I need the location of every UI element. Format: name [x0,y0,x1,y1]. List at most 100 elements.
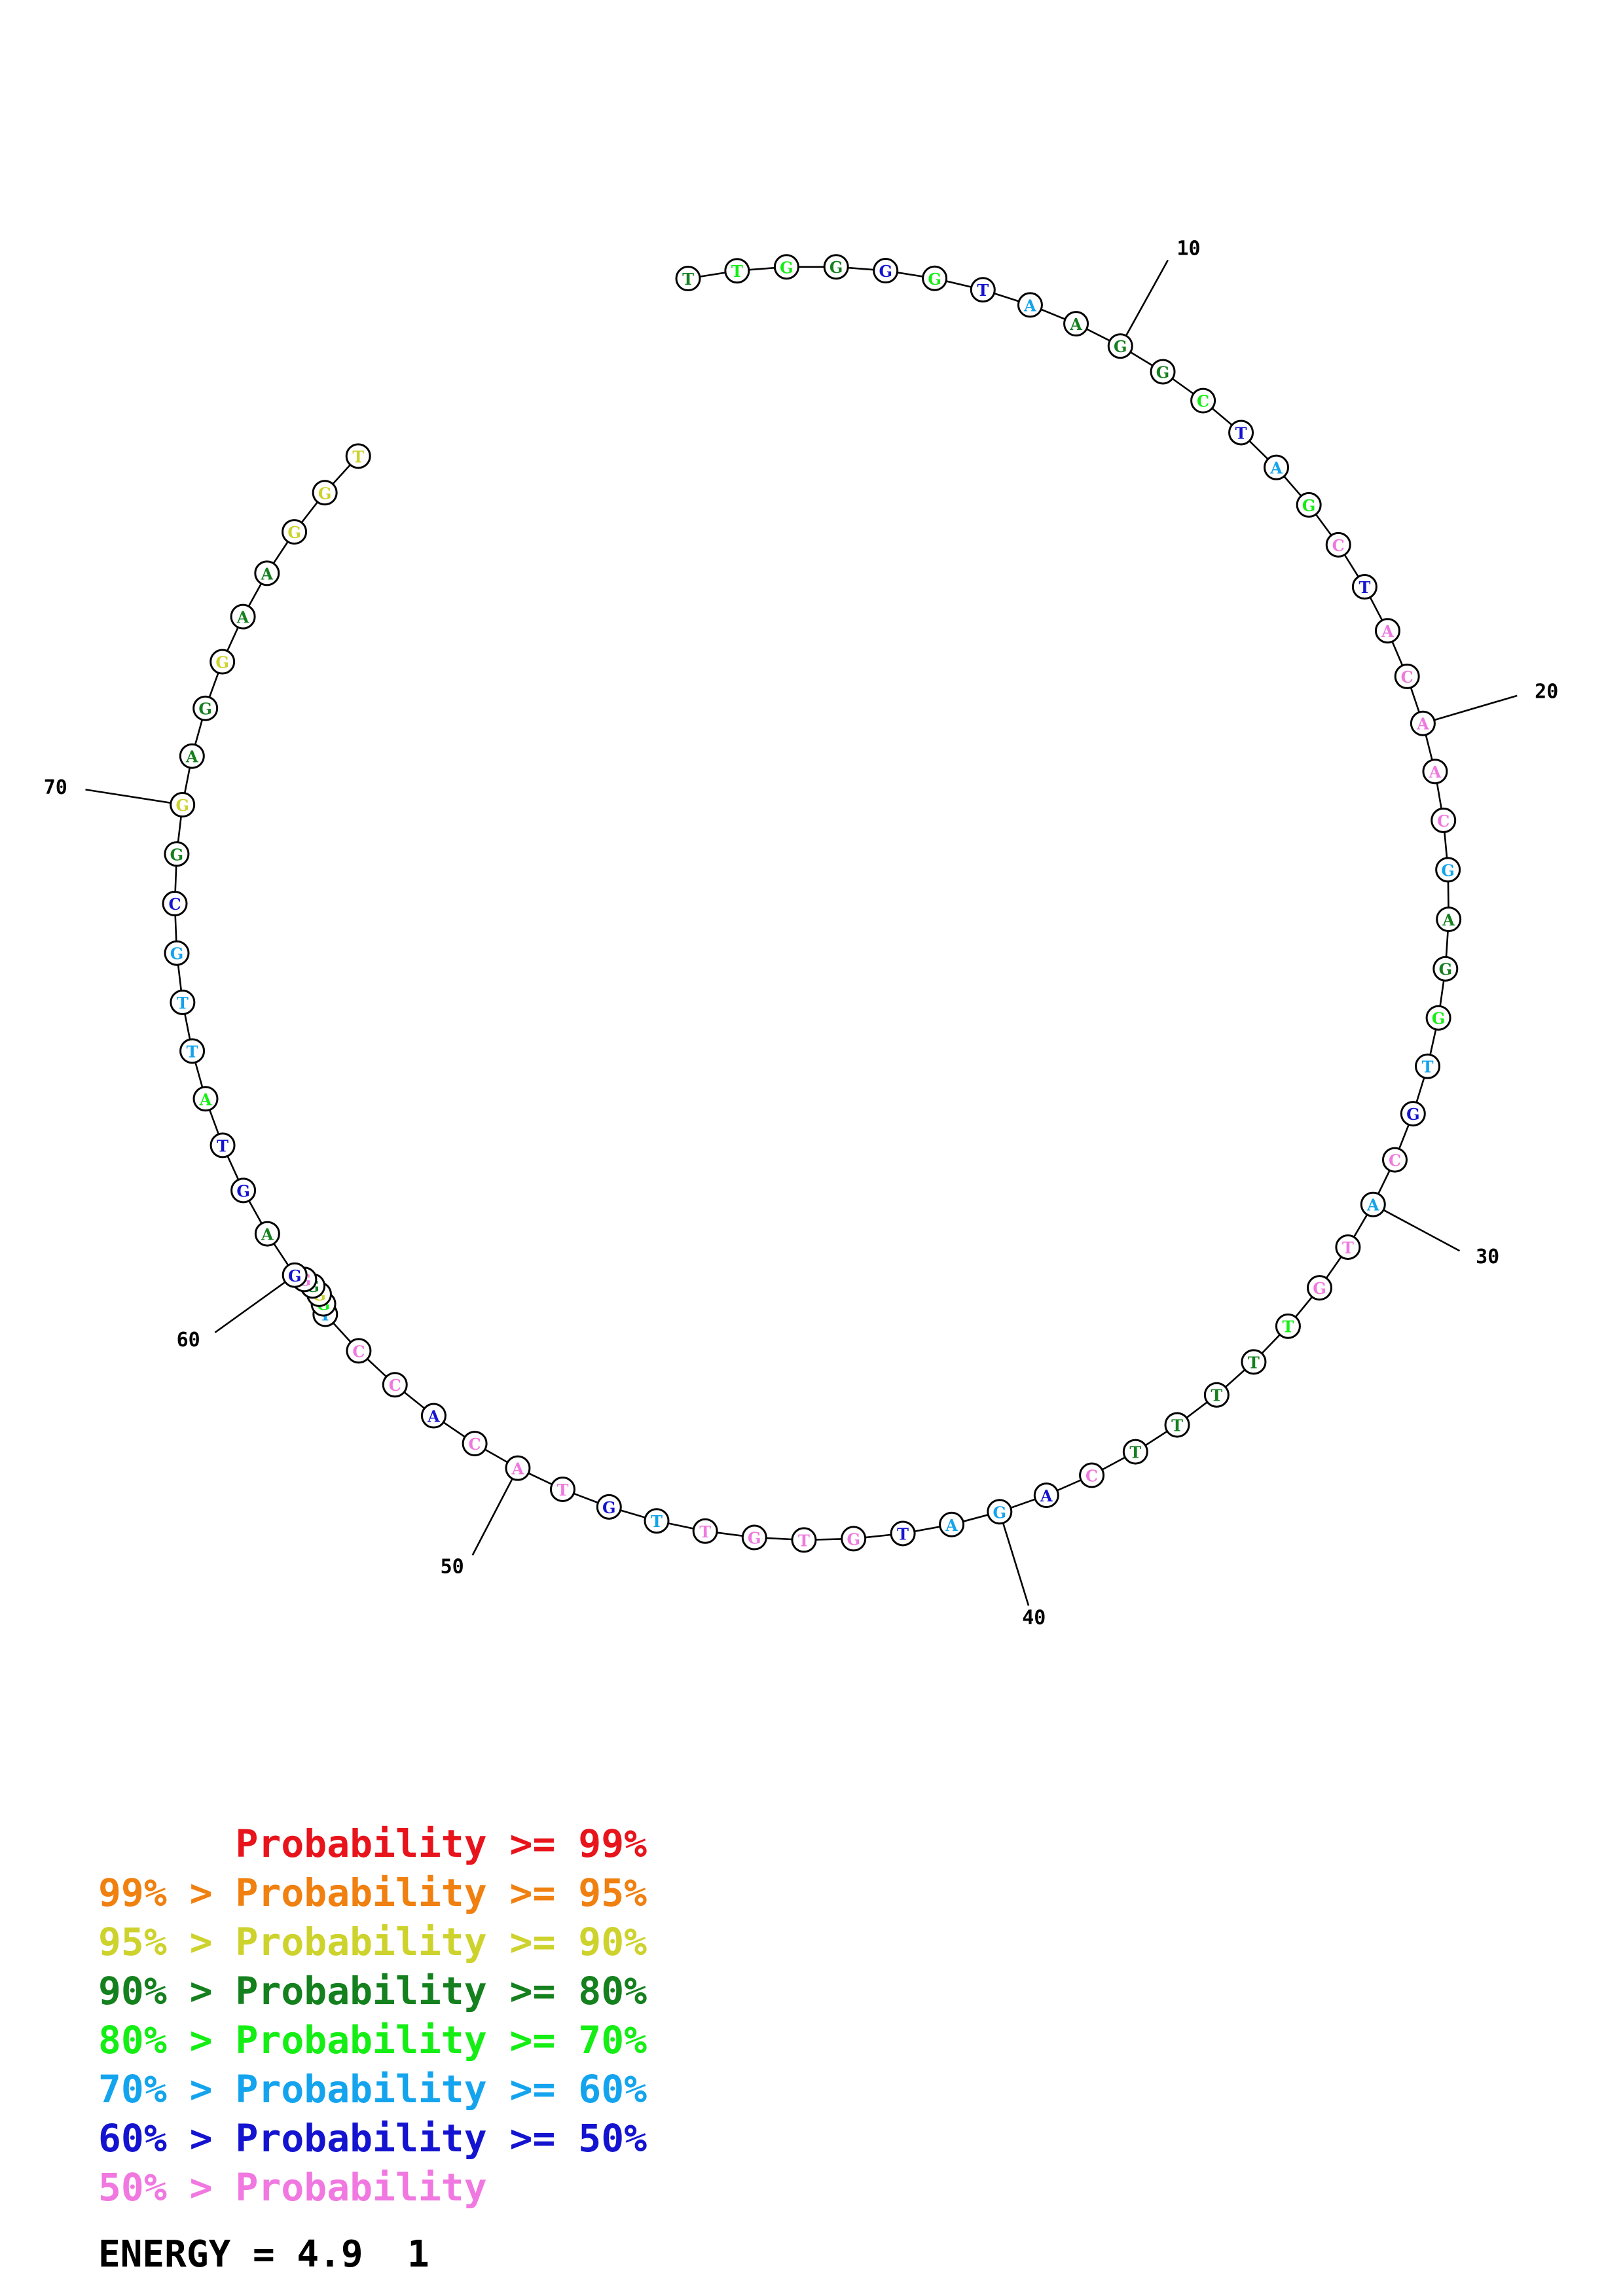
nucleotide-letter: C [1401,668,1413,687]
nucleotide-letter: C [1332,536,1345,555]
nucleotide-21: A [1422,759,1448,785]
nucleotide-circle [1335,1234,1361,1261]
nucleotide-letter: G [318,484,332,503]
nucleotide-letter: C [1197,392,1209,411]
nucleotide-circle [1325,531,1351,558]
nucleotide-circle [312,480,338,506]
tick-line-10 [1120,259,1169,347]
nucleotide-letter: A [1381,622,1394,641]
nucleotides: T T G G G GTAAGGCTAGCTACAACGAGGTGCATGTTTTTCAG… [162,254,1462,1553]
nucleotide-25: G [1432,956,1459,982]
nucleotide-14: A [1264,454,1290,480]
nucleotide-circle [1107,333,1133,359]
nucleotide-circle [1150,359,1176,385]
nucleotide-circle [1431,807,1457,833]
nucleotide-circle [1190,387,1216,414]
tick-line-50 [471,1467,519,1556]
nucleotide-letter: A [1442,910,1455,929]
nucleotide-letter: C [389,1376,401,1395]
nucleotide-circle [1360,1191,1386,1217]
nucleotide-letter: T [651,1512,663,1531]
nucleotide-letter: A [1429,762,1442,781]
nucleotide-8: A [1017,292,1043,318]
legend-row-1: Probability >= 99% [98,1820,647,1869]
nucleotide-circle [939,1511,965,1537]
nucleotide-letter: T [1171,1416,1183,1435]
nucleotide-69: G [164,841,190,867]
legend-prefix: 80% > [98,2018,236,2062]
nucleotide-letter: G [993,1503,1007,1522]
nucleotide-30: A [1360,1191,1386,1217]
nucleotide-65: T [179,1038,206,1064]
nucleotide-letter: G [1439,960,1453,979]
nucleotide-16: C [1325,531,1351,558]
legend-probability-label: Probability [235,1871,487,1915]
nucleotide-letter: G [830,258,843,277]
legend-row-8: 50% > Probability [98,2163,647,2212]
nucleotide-circle [210,649,236,675]
nucleotide-78: T [345,443,371,469]
nucleotide-letter: T [977,281,989,300]
nucleotide-letter: A [1040,1486,1053,1505]
nucleotide-letter: G [175,796,189,815]
nucleotide-18: A [1374,618,1400,644]
nucleotide-letter: G [847,1530,860,1549]
nucleotide-letter: A [511,1460,524,1479]
nucleotide-letter: G [198,700,212,719]
nucleotide-1: T [675,266,701,292]
nucleotide-letter: G [1156,363,1170,382]
nucleotide-46: T [692,1518,718,1544]
nucleotide-26: G [1425,1005,1451,1031]
legend-probability-label: Probability [235,2165,487,2210]
nucleotide-letter: A [1069,315,1082,334]
nucleotide-circle [1203,1382,1230,1408]
nucleotide-letter: T [187,1042,198,1061]
legend-probability-label: Probability [235,1969,487,2013]
nucleotide-13: T [1228,420,1254,446]
nucleotide-letter: G [928,270,941,289]
nucleotide-circle [282,519,308,545]
tick-label-70: 70 [44,776,67,799]
nucleotide-circle [1275,1313,1301,1339]
nucleotide-letter: G [879,262,892,281]
nucleotide-letter: G [602,1498,616,1517]
nucleotide-9: A [1063,311,1089,337]
nucleotide-2: T [724,258,750,284]
nucleotide-letter: T [1359,578,1370,597]
nucleotide-circle [549,1476,575,1502]
nucleotide-circle [505,1455,531,1481]
nucleotide-6: G [922,265,948,291]
nucleotide-letter: G [1432,1009,1446,1028]
nucleotide-20: A [1410,710,1436,736]
nucleotide-letter: C [1437,812,1450,831]
nucleotide-circle [922,265,948,291]
nucleotide-circle [170,989,196,1015]
nucleotide-letter: A [1416,715,1429,734]
nucleotide-28: G [1400,1101,1426,1127]
nucleotide-circle [1351,574,1377,600]
nucleotide-11: G [1150,359,1176,385]
nucleotide-circle [1382,1147,1408,1173]
legend-probability-label: Probability [235,2067,487,2111]
nucleotide-12: C [1190,387,1216,414]
legend-row-7: 60% > Probability >= 50% [98,2114,647,2163]
nucleotide-circle [1436,906,1462,933]
nucleotide-letter: G [1114,337,1127,356]
nucleotide-42: T [890,1520,916,1547]
nucleotide-circle [791,1527,817,1553]
nucleotide-letter: T [897,1525,909,1544]
nucleotide-letter: G [1313,1279,1326,1298]
nucleotide-circle [1079,1462,1105,1488]
nucleotide-letter: G [1406,1105,1420,1124]
nucleotide-29: C [1382,1147,1408,1173]
legend-suffix: >= 50% [486,2116,647,2161]
legend-prefix: 95% > [98,1920,236,1964]
nucleotide-circle [1415,1053,1441,1079]
nucleotide-circle [1307,1275,1333,1301]
nucleotide-circle [596,1494,622,1520]
nucleotide-36: T [1164,1412,1190,1438]
nucleotide-letter: C [469,1435,481,1454]
nucleotide-circle [254,1221,280,1247]
nucleotide-43: G [841,1526,867,1552]
nucleotide-33: T [1275,1313,1301,1339]
